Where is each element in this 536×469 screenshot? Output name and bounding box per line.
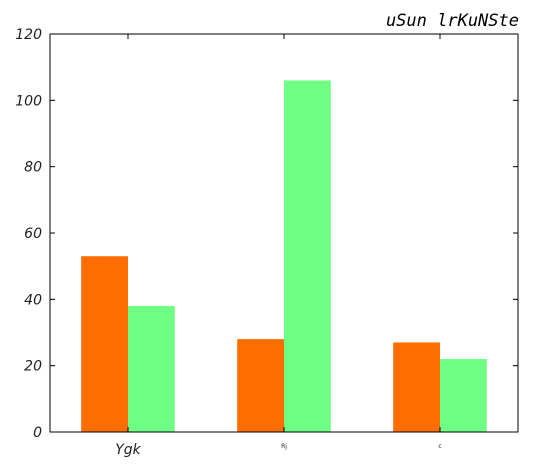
y-tick-label: 80 (24, 160, 42, 176)
bar-c-series1 (393, 342, 440, 432)
bar-Ygk-series1 (81, 256, 128, 432)
y-tick-label: 40 (24, 292, 42, 308)
bars-group (81, 80, 487, 432)
x-tick-label: Rj (281, 443, 287, 450)
plot-frame (49, 33, 519, 433)
y-tick-label: 60 (24, 226, 42, 242)
y-tick-label: 100 (15, 93, 42, 109)
bar-Rj-series1 (237, 339, 284, 432)
ticks-group: Ygk Rj c 0 20 40 60 80 100 120 (15, 27, 518, 458)
y-tick-label: 20 (24, 359, 42, 375)
bar-Ygk-series2 (128, 305, 175, 432)
chart-title: uSun lrKuNSte (386, 11, 519, 31)
bar-Rj-series2 (284, 80, 331, 432)
x-tick-label: Ygk (115, 442, 141, 458)
y-tick-label: 120 (15, 27, 42, 43)
bar-c-series2 (440, 359, 487, 432)
y-tick-label: 0 (33, 425, 42, 441)
x-tick-label: c (438, 443, 441, 450)
